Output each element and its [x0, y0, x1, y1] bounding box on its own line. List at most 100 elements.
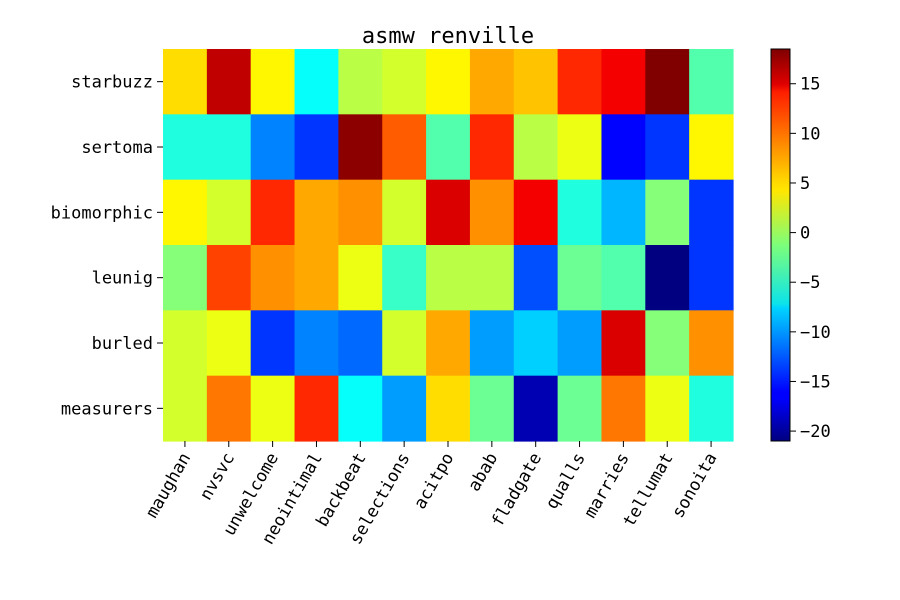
heatmap-cell [294, 310, 339, 377]
x-tick-label: abab [464, 450, 502, 495]
heatmap-cell [513, 245, 559, 311]
heatmap-cell [206, 114, 252, 181]
heatmap-cell [426, 114, 471, 181]
heatmap-cell [294, 49, 339, 115]
y-tick-label: burled [92, 334, 153, 354]
chart-title: asmw renville [362, 24, 534, 49]
heatmap-cell [557, 114, 603, 181]
heatmap-cell [689, 310, 734, 377]
colorbar-tick-label: 5 [800, 174, 810, 194]
heatmap-cell [294, 375, 339, 442]
heatmap-cell [250, 310, 296, 377]
heatmap-cell [601, 49, 646, 115]
heatmap-cell [557, 245, 603, 311]
heatmap-cell [689, 49, 734, 115]
heatmap-grid [163, 49, 734, 442]
heatmap-cell [163, 49, 208, 115]
heatmap-cell [338, 49, 383, 115]
heatmap-cell [294, 245, 339, 311]
heatmap-cell [163, 310, 208, 377]
heatmap-cell [163, 114, 208, 181]
heatmap-cell [206, 310, 252, 377]
heatmap-cell [601, 245, 646, 311]
colorbar-ticks: 15 10 5 0 −5 −10 −15 −20 [790, 75, 831, 442]
x-tick-label: maughan [142, 450, 195, 522]
heatmap-cell [250, 375, 296, 442]
heatmap-cell [513, 375, 559, 442]
colorbar-tick-label: −15 [800, 372, 831, 392]
heatmap-cell [206, 49, 252, 115]
colorbar-gradient [770, 48, 791, 442]
x-tick-label: nvsvc [196, 450, 239, 504]
heatmap-cell [163, 245, 208, 311]
colorbar-tick-label: −5 [800, 273, 820, 293]
heatmap-cell [689, 375, 734, 442]
heatmap-cell [689, 245, 734, 311]
colorbar-tick-label: 0 [800, 224, 810, 244]
heatmap-cell [469, 114, 515, 181]
heatmap-cell [645, 310, 690, 377]
heatmap-cell [601, 179, 646, 246]
colorbar-tick-label: −20 [800, 422, 831, 442]
heatmap-cell [645, 245, 690, 311]
heatmap-cell [250, 49, 296, 115]
y-tick-label: leunig [92, 269, 153, 289]
colorbar-tick-label: 15 [800, 75, 820, 95]
heatmap-cell [557, 49, 603, 115]
heatmap-cell [557, 310, 603, 377]
heatmap-cell [557, 375, 603, 442]
heatmap-cell [469, 375, 515, 442]
heatmap-cell [206, 179, 252, 246]
heatmap-cell [338, 310, 383, 377]
heatmap-cell [689, 179, 734, 246]
heatmap-cell [206, 245, 252, 311]
heatmap-cell [689, 114, 734, 181]
x-axis: maughan nvsvcunwelcomeneointimalbackbeats… [142, 441, 721, 548]
heatmap-cell [382, 375, 427, 442]
y-tick-label: sertoma [81, 138, 153, 158]
x-tick-label: qualls [542, 450, 590, 513]
heatmap-cell [426, 245, 471, 311]
heatmap-cell [469, 310, 515, 377]
heatmap-cell [601, 114, 646, 181]
heatmap-cell [513, 49, 559, 115]
heatmap-cell [163, 179, 208, 246]
heatmap-cell [338, 114, 383, 181]
heatmap-cell [382, 179, 427, 246]
colorbar: 15 10 5 0 −5 −10 −15 −20 [770, 48, 831, 442]
heatmap-cell [469, 245, 515, 311]
heatmap-cell [250, 179, 296, 246]
heatmap-cell [250, 245, 296, 311]
heatmap-cell [645, 375, 690, 442]
heatmap-cell [382, 245, 427, 311]
heatmap-cell [426, 310, 471, 377]
heatmap-cell [294, 114, 339, 181]
heatmap-cell [250, 114, 296, 181]
heatmap-cell [645, 49, 690, 115]
heatmap-cell [601, 375, 646, 442]
heatmap-cell [513, 310, 559, 377]
y-axis: starbuzz sertoma biomorphic leunig burled mea… [51, 73, 163, 419]
heatmap-cell [557, 179, 603, 246]
heatmap-cell [382, 49, 427, 115]
heatmap-cell [294, 179, 339, 246]
heatmap-cell [645, 114, 690, 181]
y-tick-label: biomorphic [51, 203, 153, 223]
heatmap-cell [338, 245, 383, 311]
colorbar-tick-label: 10 [800, 124, 820, 144]
heatmap-cell [338, 375, 383, 442]
x-tick-label: acitpo [410, 450, 458, 513]
heatmap-cell [163, 375, 208, 442]
colorbar-tick-label: −10 [800, 323, 831, 343]
heatmap-cell [513, 179, 559, 246]
y-tick-label: starbuzz [71, 73, 153, 93]
heatmap-cell [513, 114, 559, 181]
heatmap-cell [469, 179, 515, 246]
heatmap-cell [469, 49, 515, 115]
heatmap-cell [382, 310, 427, 377]
heatmap-cell [601, 310, 646, 377]
heatmap-cell [645, 179, 690, 246]
heatmap-cell [426, 179, 471, 246]
heatmap-cell [426, 375, 471, 442]
